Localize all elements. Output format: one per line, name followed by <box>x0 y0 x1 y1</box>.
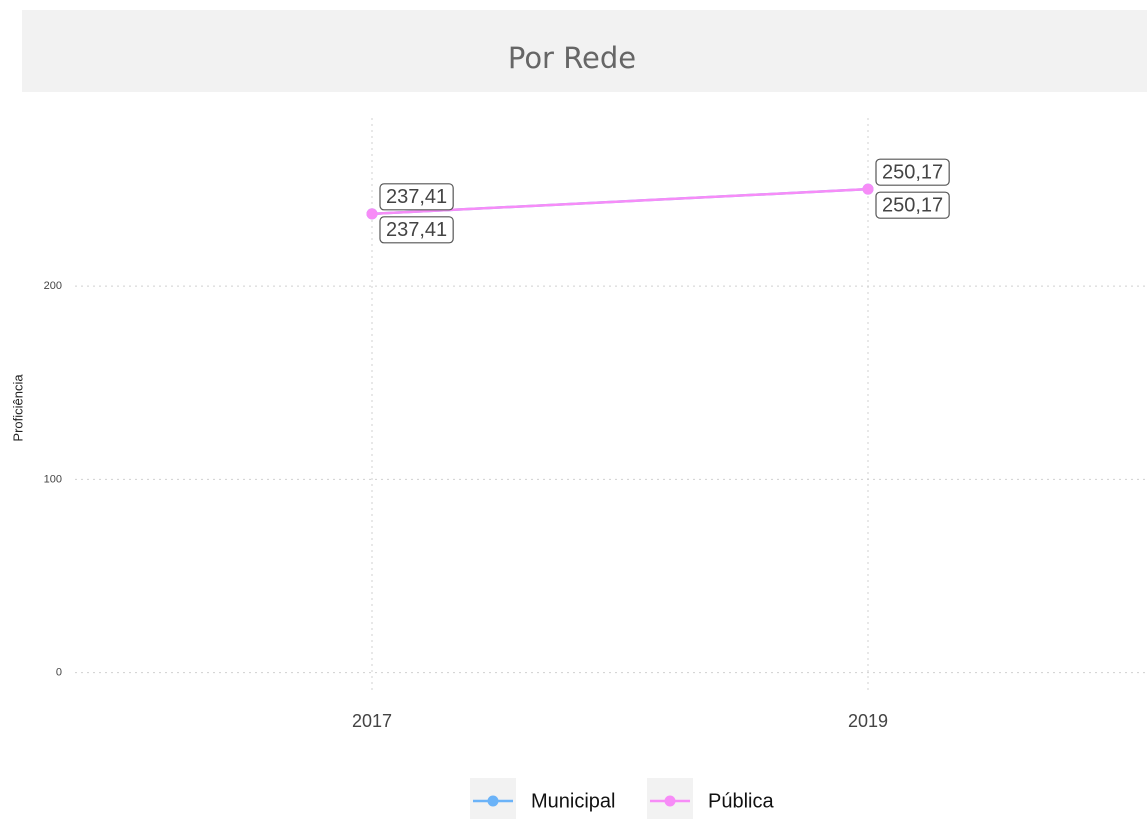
label-box <box>875 191 950 219</box>
y-tick-label: 100 <box>44 473 62 485</box>
value-label-text: 250,17 <box>882 194 943 216</box>
chart-title: Por Rede <box>508 41 636 75</box>
value-label: 250,17 <box>875 191 950 219</box>
y-tick-label: 200 <box>44 280 62 292</box>
legend-label: Pública <box>708 790 774 812</box>
title-banner <box>22 10 1147 92</box>
label-box <box>379 216 454 244</box>
series-line <box>371 187 869 216</box>
label-box <box>379 183 454 211</box>
x-tick-label: 2017 <box>352 711 392 731</box>
legend-label: Municipal <box>531 790 615 812</box>
value-label-text: 250,17 <box>882 161 943 183</box>
value-label-text: 237,41 <box>386 219 447 241</box>
value-label: 250,17 <box>875 158 950 186</box>
legend-point <box>664 795 676 807</box>
value-label: 237,41 <box>379 183 454 211</box>
point <box>862 183 874 195</box>
y-axis-label: Proficiência <box>10 374 25 442</box>
value-label-text: 237,41 <box>386 186 447 208</box>
label-box <box>875 158 950 186</box>
legend-point <box>487 795 499 807</box>
x-tick-label: 2019 <box>848 711 888 731</box>
point <box>366 208 378 220</box>
y-tick-label: 0 <box>56 667 62 679</box>
value-label: 237,41 <box>379 216 454 244</box>
